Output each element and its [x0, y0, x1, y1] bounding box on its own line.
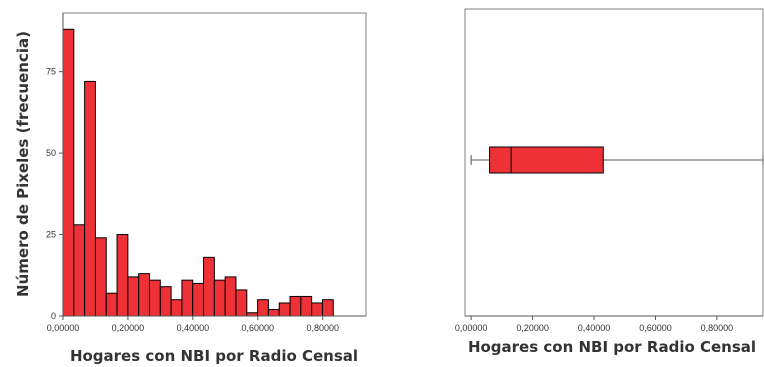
histogram-bar — [181, 279, 194, 317]
histogram-bar — [84, 80, 96, 317]
histogram-bar — [116, 234, 129, 317]
histogram-bar — [127, 276, 140, 317]
histogram-bar — [105, 292, 118, 317]
histogram-bar — [94, 237, 107, 317]
histogram-bar — [235, 289, 248, 317]
boxplot-x-ticks: 0,00000 0,20000 0,40000 0,60000 0,80000 — [455, 316, 733, 333]
boxplot-x-tick-label: 0,20000 — [516, 323, 549, 333]
histogram-bar — [311, 302, 323, 317]
histogram-x-tick-label: 0,20000 — [112, 323, 145, 333]
boxplot-x-tick-label: 0,80000 — [701, 323, 734, 333]
histogram-bar — [213, 279, 226, 317]
boxplot-x-tick-label: 0,60000 — [639, 323, 672, 333]
histogram-x-tick-label: 0,60000 — [242, 323, 275, 333]
boxplot-x-axis-title: Hogares con NBI por Radio Censal — [468, 338, 756, 356]
boxplot-panel: 0,00000 0,20000 0,40000 0,60000 0,80000 Hoga… — [455, 8, 764, 356]
histogram-bar — [159, 286, 172, 317]
boxplot-x-tick-label: 0,00000 — [455, 323, 488, 333]
histogram-y-tick-label: 75 — [46, 67, 56, 77]
histogram-bar — [73, 224, 86, 317]
histogram-bar — [224, 276, 237, 317]
histogram-bar — [267, 308, 280, 317]
boxplot-glyph — [470, 146, 764, 174]
histogram-bars — [62, 28, 334, 317]
histogram-bar — [300, 295, 313, 317]
histogram-bar — [192, 282, 205, 317]
histogram-x-tick-label: 0,00000 — [47, 323, 80, 333]
histogram-bar — [203, 256, 215, 317]
boxplot-x-tick-label: 0,40000 — [578, 323, 611, 333]
histogram-x-ticks: 0,00000 0,20000 0,40000 0,60000 0,80000 — [47, 316, 339, 333]
histogram-bar — [289, 295, 302, 317]
histogram-panel: 0 25 50 75 0,00000 0,20000 0,40000 0,60000 0,80… — [14, 12, 367, 365]
histogram-y-axis-title: Número de Pixeles (frecuencia) — [14, 31, 32, 297]
histogram-y-tick-label: 0 — [51, 311, 56, 321]
histogram-bar — [170, 299, 183, 317]
boxplot-box — [489, 146, 604, 174]
histogram-bar — [257, 299, 269, 317]
histogram-x-tick-label: 0,80000 — [306, 323, 339, 333]
histogram-bar — [62, 28, 75, 317]
histogram-x-axis-title: Hogares con NBI por Radio Censal — [70, 347, 358, 365]
histogram-y-tick-label: 50 — [46, 148, 56, 158]
histogram-y-tick-label: 25 — [46, 230, 56, 240]
histogram-y-ticks: 0 25 50 75 — [46, 67, 63, 321]
histogram-bar — [321, 299, 334, 317]
histogram-bar — [148, 279, 161, 317]
histogram-bar — [138, 273, 150, 317]
histogram-x-tick-label: 0,40000 — [177, 323, 210, 333]
histogram-bar — [278, 302, 291, 317]
